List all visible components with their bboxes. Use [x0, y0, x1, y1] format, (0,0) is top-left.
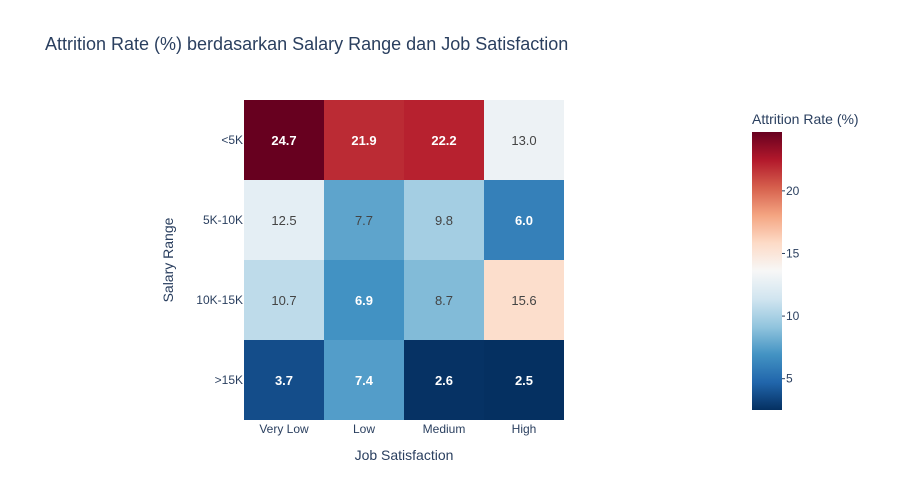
y-tick-label: <5K	[221, 133, 243, 147]
colorbar-ticks: 5 10 15 20	[782, 184, 800, 386]
cell-value-label: 2.5	[515, 373, 533, 388]
cell-value-label: 22.2	[431, 133, 456, 148]
cell-value-label: 6.0	[515, 213, 533, 228]
heatmap-cells	[244, 100, 564, 420]
cell-value-label: 9.8	[435, 213, 453, 228]
x-axis-title: Job Satisfaction	[355, 447, 454, 463]
heatmap-cell	[404, 340, 484, 420]
heatmap-cell	[484, 100, 564, 180]
heatmap-cell	[324, 340, 404, 420]
heatmap-cell	[404, 100, 484, 180]
cell-value-label: 7.4	[355, 373, 374, 388]
heatmap-cell	[484, 180, 564, 260]
heatmap-cell-labels: 24.7 21.9 22.2 13.0 12.5 7.7 9.8 6.0 10.7 6.9 8.7 1…	[271, 133, 536, 388]
heatmap-cell	[244, 340, 324, 420]
heatmap-cell	[484, 340, 564, 420]
colorbar-tick-label: 15	[786, 246, 800, 260]
cell-value-label: 21.9	[351, 133, 376, 148]
chart-title: Attrition Rate (%) berdasarkan Salary Ra…	[45, 34, 568, 54]
x-tick-label: High	[512, 422, 537, 436]
cell-value-label: 13.0	[511, 133, 536, 148]
cell-value-label: 3.7	[275, 373, 293, 388]
colorbar-tick-label: 10	[786, 309, 800, 323]
y-tick-label: 5K-10K	[203, 213, 243, 227]
cell-value-label: 8.7	[435, 293, 453, 308]
cell-value-label: 15.6	[511, 293, 536, 308]
x-tick-label: Low	[353, 422, 375, 436]
cell-value-label: 6.9	[355, 293, 373, 308]
heatmap-cell	[404, 260, 484, 340]
colorbar-tick-label: 5	[786, 372, 793, 386]
heatmap-cell	[484, 260, 564, 340]
cell-value-label: 2.6	[435, 373, 453, 388]
heatmap-cell	[244, 100, 324, 180]
heatmap-cell	[324, 100, 404, 180]
x-tick-label: Medium	[423, 422, 466, 436]
y-axis-ticks: <5K 5K-10K 10K-15K >15K	[196, 133, 243, 387]
heatmap-cell	[244, 260, 324, 340]
cell-value-label: 7.7	[355, 213, 373, 228]
colorbar-title: Attrition Rate (%)	[752, 111, 859, 127]
heatmap-cell	[404, 180, 484, 260]
cell-value-label: 24.7	[271, 133, 296, 148]
cell-value-label: 12.5	[271, 213, 296, 228]
heatmap-cell	[244, 180, 324, 260]
x-axis-ticks: Very Low Low Medium High	[259, 422, 536, 436]
y-tick-label: 10K-15K	[196, 293, 243, 307]
y-axis-title: Salary Range	[160, 217, 176, 302]
y-tick-label: >15K	[215, 373, 243, 387]
heatmap-cell	[324, 180, 404, 260]
x-tick-label: Very Low	[259, 422, 309, 436]
heatmap-cell	[324, 260, 404, 340]
colorbar	[752, 132, 782, 410]
colorbar-tick-label: 20	[786, 184, 800, 198]
cell-value-label: 10.7	[271, 293, 296, 308]
